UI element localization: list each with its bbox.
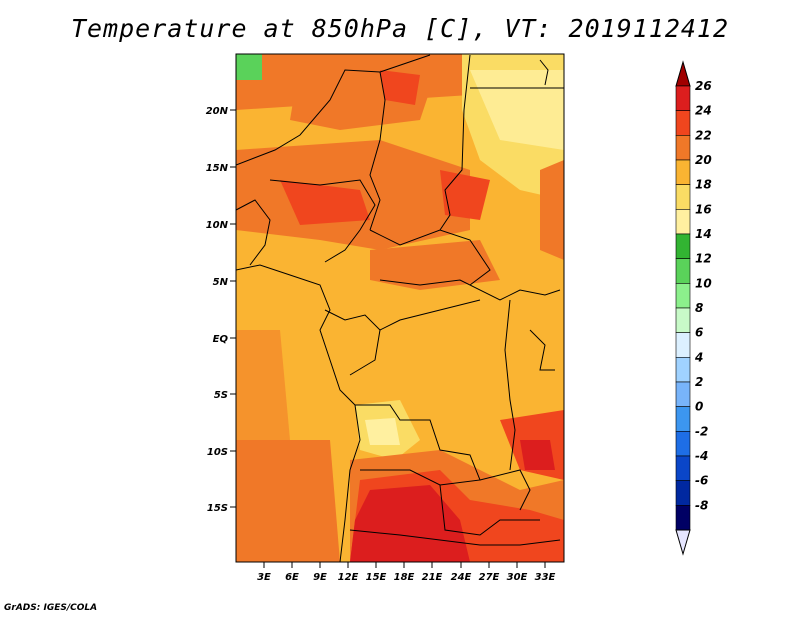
lon-label: 30E bbox=[507, 572, 528, 583]
country-borders bbox=[236, 54, 564, 562]
lon-label: 3E bbox=[257, 572, 271, 583]
colorbar-label: 26 bbox=[695, 79, 712, 93]
lat-label: 15S bbox=[207, 503, 228, 514]
colorbar-label: 22 bbox=[695, 128, 712, 142]
lon-label: 6E bbox=[285, 572, 299, 583]
lon-label: 27E bbox=[479, 572, 500, 583]
temperature-field bbox=[236, 54, 564, 562]
lon-label: 33E bbox=[535, 572, 556, 583]
colorbar-label: 16 bbox=[695, 202, 712, 216]
colorbar-label: 6 bbox=[695, 326, 703, 340]
map-frame bbox=[235, 53, 565, 563]
lat-axis: 20N 15N 10N 5N EQ 5S 10S 15S bbox=[206, 106, 236, 514]
colorbar-label: -4 bbox=[695, 449, 708, 463]
colorbar-label: 24 bbox=[695, 104, 712, 118]
lat-label: EQ bbox=[213, 334, 229, 345]
lon-label: 24E bbox=[451, 572, 472, 583]
colorbar-segment bbox=[675, 184, 691, 210]
colorbar-label: 8 bbox=[695, 301, 703, 315]
lat-label: 10S bbox=[207, 447, 228, 458]
colorbar-label: 4 bbox=[694, 350, 703, 364]
lat-label: 5S bbox=[214, 390, 228, 401]
lat-label: 15N bbox=[206, 163, 229, 174]
colorbar-segment bbox=[675, 332, 691, 358]
lat-label: 20N bbox=[206, 106, 229, 117]
colorbar-segment bbox=[675, 480, 691, 506]
chart-title: Temperature at 850hPa [C], VT: 201911241… bbox=[70, 14, 730, 43]
colorbar-segment bbox=[675, 406, 691, 432]
colorbar-segment bbox=[675, 307, 691, 333]
lon-axis: 3E 6E 9E 12E 15E 18E 21E 24E 27E 30E 33E bbox=[257, 562, 556, 583]
lat-label: 10N bbox=[206, 220, 229, 231]
colorbar-segment bbox=[675, 233, 691, 259]
colorbar-label: -6 bbox=[695, 474, 708, 488]
lon-label: 15E bbox=[366, 572, 387, 583]
colorbar-top-triangle bbox=[675, 60, 691, 87]
colorbar-segment bbox=[675, 85, 691, 111]
lat-label: 5N bbox=[213, 277, 229, 288]
colorbar-segment bbox=[675, 258, 691, 284]
colorbar-label: 0 bbox=[695, 400, 703, 414]
colorbar-segment bbox=[675, 455, 691, 481]
colorbar-label: 2 bbox=[695, 375, 703, 389]
colorbar-bottom-triangle bbox=[675, 529, 691, 556]
colorbar-label: 10 bbox=[695, 276, 712, 290]
colorbar-segment bbox=[675, 283, 691, 309]
lon-label: 18E bbox=[394, 572, 415, 583]
lon-label: 9E bbox=[313, 572, 327, 583]
colorbar-label: -8 bbox=[695, 498, 708, 512]
colorbar-segment bbox=[675, 209, 691, 235]
colorbar-segment bbox=[675, 135, 691, 161]
colorbar-label: 18 bbox=[695, 178, 712, 192]
colorbar-segment bbox=[675, 381, 691, 407]
colorbar-segment bbox=[675, 431, 691, 457]
grads-credit: GrADS: IGES/COLA bbox=[4, 603, 98, 613]
colorbar-segment bbox=[675, 357, 691, 383]
colorbar-label: 14 bbox=[695, 227, 712, 241]
colorbar-segment bbox=[675, 505, 691, 531]
colorbar-label: 12 bbox=[695, 252, 712, 266]
colorbar-segment bbox=[675, 110, 691, 136]
lon-label: 12E bbox=[338, 572, 359, 583]
lon-label: 21E bbox=[422, 572, 443, 583]
colorbar-label: -2 bbox=[695, 424, 708, 438]
colorbar-label: 20 bbox=[695, 153, 712, 167]
colorbar-segment bbox=[675, 159, 691, 185]
